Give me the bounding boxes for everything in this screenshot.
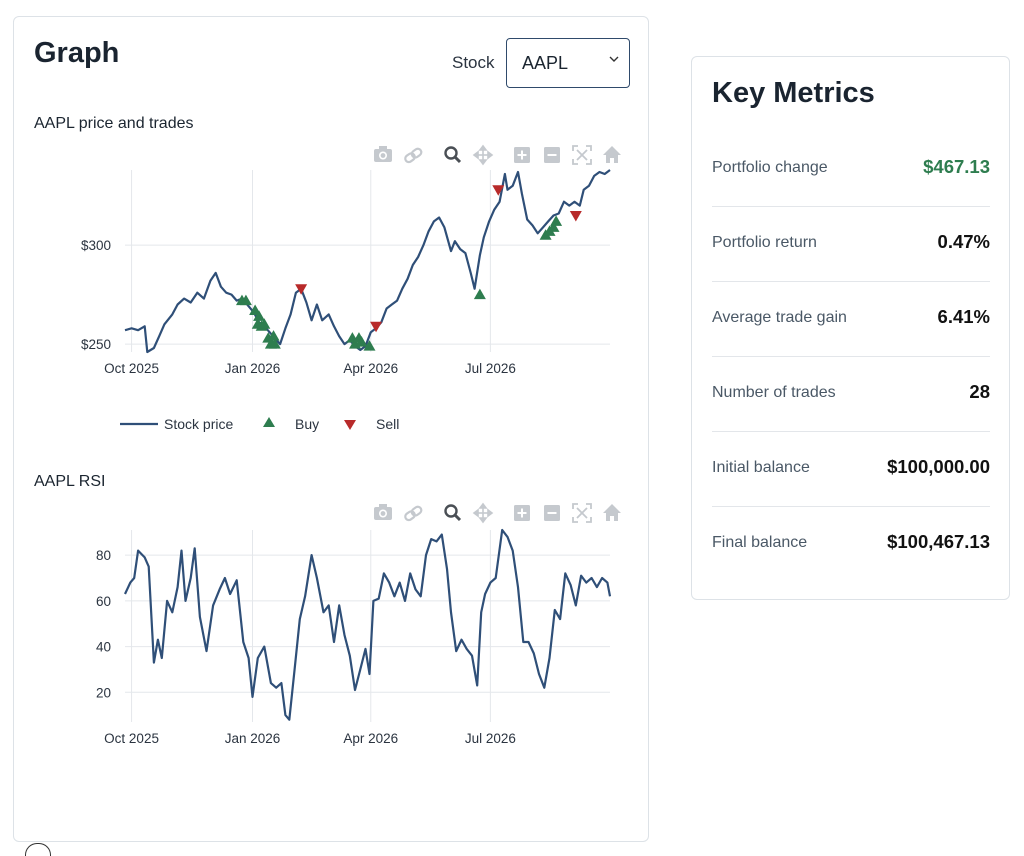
zoom-out-icon[interactable] [544, 505, 560, 521]
zoom-icon[interactable] [444, 504, 462, 522]
x-tick-label: Jul 2026 [465, 361, 516, 376]
x-tick-label: Apr 2026 [343, 361, 398, 376]
autoscale-icon[interactable] [572, 145, 592, 165]
metrics-title: Key Metrics [712, 77, 875, 109]
metric-row: Initial balance $100,000.00 [712, 432, 990, 507]
zoom-in-icon[interactable] [514, 147, 530, 163]
buy-marker [355, 336, 368, 347]
sell-marker [370, 321, 383, 333]
metric-label: Number of trades [712, 384, 836, 401]
camera-icon[interactable] [374, 146, 392, 162]
zoom-out-icon[interactable] [544, 147, 560, 163]
legend-sell-label: Sell [376, 416, 399, 432]
x-tick-label: Oct 2025 [104, 361, 159, 376]
metric-value: 0.47% [937, 231, 990, 252]
x-tick-label: Jan 2026 [225, 361, 281, 376]
x-tick-label: Oct 2025 [104, 731, 159, 746]
legend-buy-label: Buy [295, 416, 319, 432]
zoom-icon[interactable] [444, 146, 462, 164]
buy-marker [258, 318, 271, 329]
sell-marker [569, 211, 582, 222]
y-tick-label: 40 [96, 640, 111, 655]
y-tick-label: $250 [81, 337, 111, 352]
autoscale-icon[interactable] [572, 503, 592, 523]
x-tick-label: Apr 2026 [343, 731, 398, 746]
metric-row: Portfolio change $467.13 [712, 132, 990, 207]
metric-row: Portfolio return 0.47% [712, 207, 990, 282]
metric-row: Number of trades 28 [712, 357, 990, 432]
buy-marker [473, 288, 486, 300]
x-tick-label: Jul 2026 [465, 731, 516, 746]
y-tick-label: 60 [96, 594, 111, 609]
stock-select[interactable]: AAPL [506, 38, 630, 88]
camera-icon[interactable] [374, 504, 392, 520]
graph-title: Graph [34, 37, 120, 69]
metric-label: Initial balance [712, 459, 810, 476]
buy-marker [239, 294, 252, 306]
link-icon[interactable] [404, 147, 423, 164]
metric-row: Final balance $100,467.13 [712, 507, 990, 582]
link-icon[interactable] [404, 505, 423, 522]
price-chart-title: AAPL price and trades [34, 115, 194, 132]
y-tick-label: $300 [81, 238, 111, 253]
legend-buy-swatch [263, 417, 275, 427]
stock-label: Stock [452, 53, 495, 72]
zoom-in-icon[interactable] [514, 505, 530, 521]
buy-marker [363, 340, 376, 351]
graph-card: Graph Stock AAPL AAPL price and trades A… [13, 16, 649, 842]
metric-label: Portfolio change [712, 159, 828, 176]
metric-value: $100,467.13 [887, 531, 990, 552]
rsi-chart-title: AAPL RSI [34, 473, 106, 490]
metric-value: 28 [969, 381, 990, 402]
metric-value: $467.13 [923, 156, 990, 177]
series-line-stock-price [124, 169, 611, 354]
metric-row: Average trade gain 6.41% [712, 282, 990, 357]
buy-marker [268, 338, 281, 349]
pan-icon[interactable] [472, 502, 494, 524]
buy-marker [267, 330, 280, 341]
stock-select-value: AAPL [522, 53, 569, 73]
buy-marker [550, 215, 563, 226]
pan-icon[interactable] [472, 144, 494, 166]
sell-marker [295, 284, 308, 295]
series-line-rsi [124, 528, 612, 721]
legend-sell-swatch [344, 420, 356, 430]
metric-value: $100,000.00 [887, 456, 990, 477]
sell-marker [492, 185, 505, 196]
buy-marker [547, 221, 560, 232]
metric-label: Average trade gain [712, 309, 847, 326]
buy-marker [253, 310, 266, 321]
metric-value: 6.41% [937, 306, 990, 327]
metrics-card: Key Metrics Portfolio change $467.13 Portf… [691, 56, 1010, 600]
y-tick-label: 20 [96, 685, 111, 700]
y-tick-label: 80 [96, 548, 111, 563]
metric-label: Portfolio return [712, 234, 817, 251]
x-tick-label: Jan 2026 [225, 731, 281, 746]
home-icon[interactable] [603, 504, 621, 521]
home-icon[interactable] [603, 146, 621, 163]
metric-label: Final balance [712, 534, 808, 551]
legend-price-label: Stock price [164, 416, 233, 432]
chevron-down-icon [609, 56, 619, 62]
